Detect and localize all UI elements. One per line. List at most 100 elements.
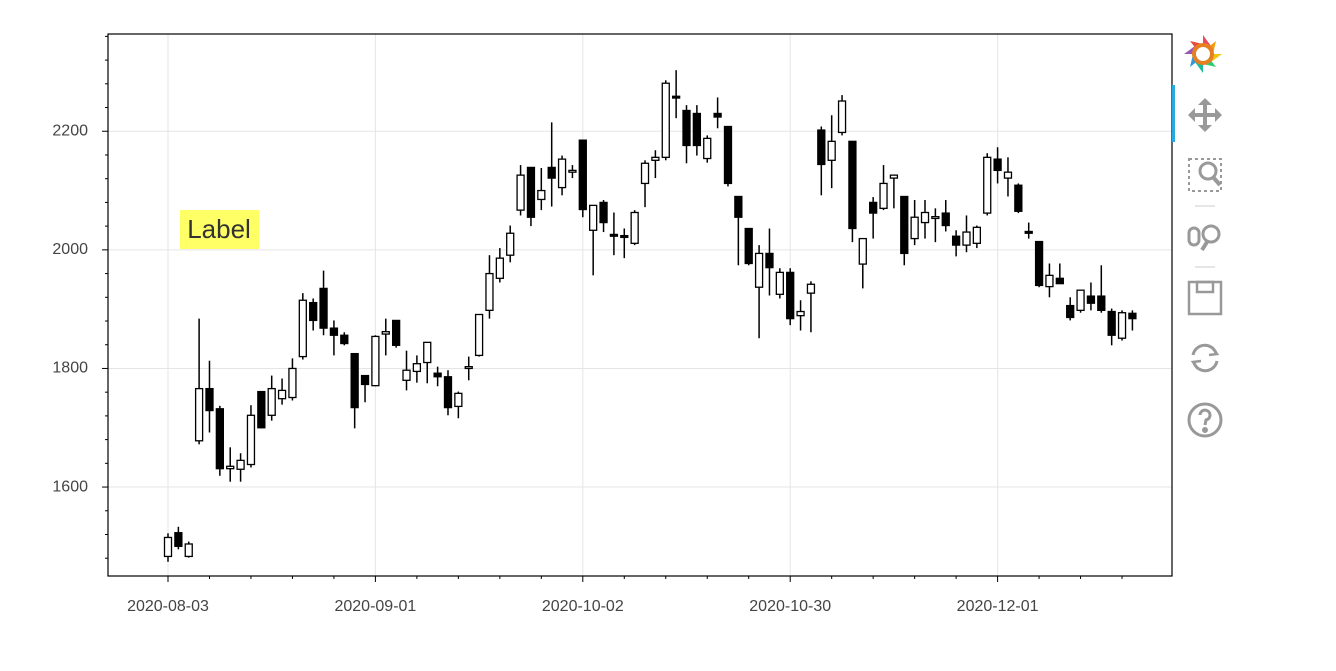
candle-body [796, 310, 805, 317]
candle-body [879, 182, 888, 209]
save-tool[interactable] [1187, 280, 1223, 316]
candle-body [443, 376, 453, 409]
x-tick-label: 2020-12-01 [957, 598, 1039, 615]
candle-body [1034, 240, 1044, 287]
candle-body [775, 271, 784, 295]
candle-body [464, 366, 473, 370]
candle-body [277, 389, 287, 400]
candle-body [236, 459, 245, 470]
pan-tool[interactable] [1188, 98, 1222, 132]
candle-body [360, 374, 370, 386]
candle-body [806, 283, 816, 294]
candle-body [433, 372, 442, 378]
candle-body [288, 367, 297, 399]
y-tick-label: 2000 [52, 241, 88, 258]
candle-body [765, 252, 774, 269]
candle-body [630, 211, 639, 244]
candle-body [599, 201, 608, 224]
candle-body [381, 331, 390, 335]
candle-body [371, 335, 380, 387]
candle-body [744, 227, 753, 265]
candle-body [340, 334, 349, 345]
candle-body [174, 532, 183, 548]
candle-body [993, 158, 1002, 172]
x-tick-label: 2020-10-02 [542, 598, 624, 615]
candle-body [246, 414, 256, 466]
candle-body [309, 301, 318, 322]
candle-body [910, 216, 919, 240]
candle-body [671, 95, 681, 99]
bokeh-logo[interactable] [1184, 35, 1222, 73]
candle-body [215, 408, 225, 470]
candle-body [557, 158, 567, 189]
candle-body [454, 392, 463, 408]
candle-body [329, 327, 339, 336]
candle-body [734, 195, 743, 218]
candle-body [1097, 295, 1106, 311]
candle-body [1086, 295, 1096, 304]
candle-body [1117, 312, 1127, 339]
candle-body [568, 169, 577, 173]
candle-body [226, 465, 235, 470]
wheel-zoom-tool[interactable] [1187, 224, 1221, 252]
candle-body [257, 390, 266, 429]
help-tool[interactable] [1187, 402, 1223, 438]
plot-frame [107, 33, 1173, 577]
candle-body [1128, 312, 1137, 320]
candle-body [682, 109, 691, 147]
candle-body [869, 201, 878, 214]
candle-body [205, 387, 214, 412]
candle-body [319, 287, 328, 329]
candle-body [786, 271, 795, 320]
candle-body [1055, 277, 1064, 285]
candle-body [547, 166, 556, 179]
candle-body [184, 543, 193, 558]
annotation-box [180, 210, 259, 249]
x-tick-label: 2020-10-30 [749, 598, 831, 615]
x-tick-label: 2020-09-01 [334, 598, 416, 615]
candle-body [848, 140, 857, 230]
candle-body [972, 226, 982, 244]
active-tool-indicator [1172, 85, 1175, 142]
candle-body [1024, 230, 1033, 234]
axes: 1600 1800 2000 2200 2020-08-03 2020-09-01 2020… [52, 35, 1123, 615]
candle-body [620, 234, 629, 239]
candle-body [267, 387, 276, 416]
candle-body [298, 299, 307, 358]
candle-body [1066, 304, 1075, 319]
candle-body [754, 252, 764, 288]
candle-body [194, 387, 204, 442]
candle-body [163, 536, 173, 558]
candle-body [651, 156, 660, 161]
candle-body [858, 237, 867, 265]
candle-body [391, 319, 401, 346]
candle-body [537, 189, 546, 201]
candle-body [817, 129, 826, 166]
toolbar [1172, 35, 1223, 438]
candle-body [661, 82, 670, 158]
y-tick-label: 1800 [52, 360, 88, 377]
y-tick-label: 2200 [52, 122, 88, 139]
reset-tool[interactable] [1190, 343, 1220, 373]
candle-body [640, 162, 650, 185]
candle-body [609, 233, 619, 237]
candle-body [423, 341, 432, 364]
candle-body [931, 215, 940, 220]
candle-body [900, 195, 909, 255]
candle-body [526, 166, 536, 218]
candle-body [920, 211, 930, 224]
x-tick-label: 2020-08-03 [127, 598, 209, 615]
candle-body [983, 156, 992, 214]
candle-body [578, 139, 587, 211]
grid [108, 34, 1172, 576]
candle-body [516, 174, 525, 211]
candle-body [1045, 274, 1054, 288]
candle-body [723, 125, 733, 185]
candle-body [951, 235, 961, 246]
candle-body [485, 272, 494, 311]
candle-body [1014, 184, 1023, 212]
box-zoom-tool[interactable] [1188, 158, 1222, 192]
candle-body [402, 369, 411, 381]
